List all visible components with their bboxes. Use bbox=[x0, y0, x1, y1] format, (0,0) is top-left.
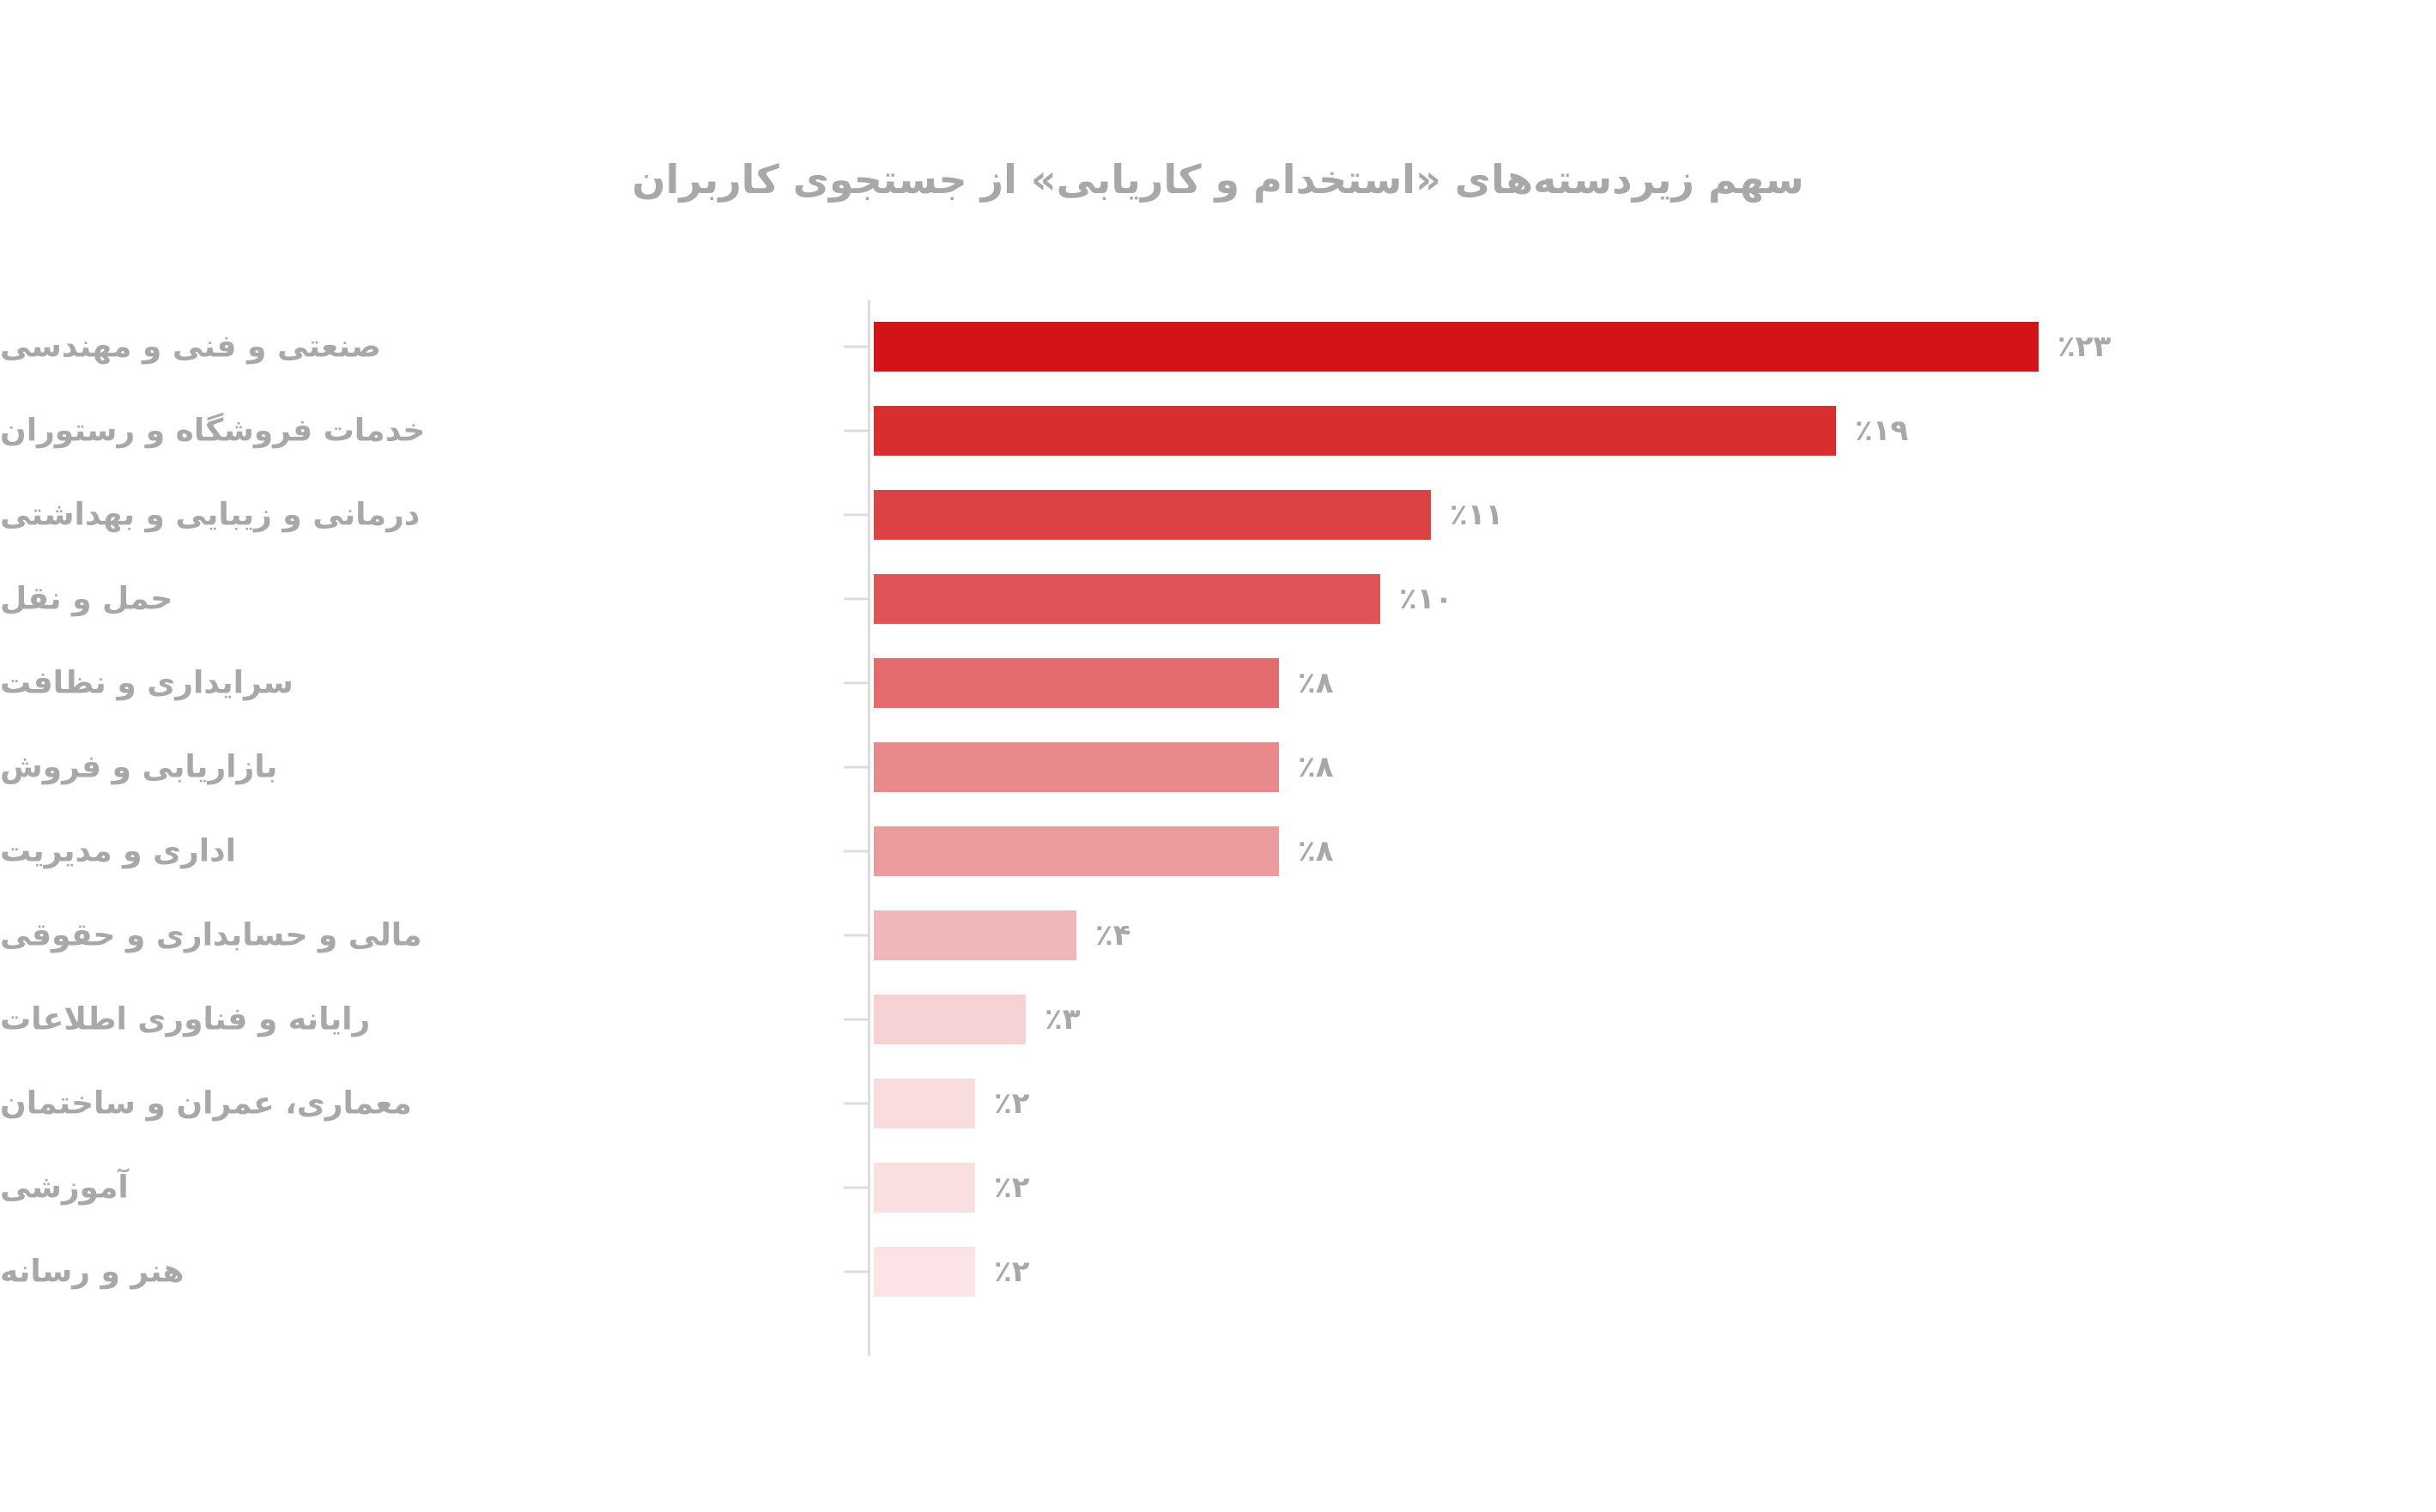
bar-value-label: ٪۸ bbox=[1298, 666, 1334, 700]
page-title: سهم زیردسته‌های «استخدام و کاریابی» از ج… bbox=[632, 156, 1804, 203]
category-label: صنعتی و فنی و مهندسی bbox=[0, 329, 381, 365]
bar-row[interactable]: مالی و حسابداری و حقوقی ٪۴ bbox=[0, 893, 2436, 977]
category-label: بازاریابی و فروش bbox=[0, 749, 278, 785]
bar-row[interactable]: خدمات فروشگاه و رستوران ٪۱۹ bbox=[0, 389, 2436, 473]
bar-value-label: ٪۳ bbox=[1045, 1002, 1081, 1037]
bar-value-label: ٪۱۱ bbox=[1450, 498, 1504, 532]
axis-tick-mark bbox=[844, 765, 868, 769]
bar-track: ٪۱۱ bbox=[874, 490, 2384, 540]
bar-row[interactable]: آموزشی ٪۲ bbox=[0, 1146, 2436, 1230]
bar-fill[interactable] bbox=[874, 1247, 975, 1297]
bar-track: ٪۸ bbox=[874, 826, 2384, 876]
category-label: اداری و مدیریت bbox=[0, 833, 236, 869]
bar-value-label: ٪۸ bbox=[1298, 834, 1334, 868]
bar-fill[interactable] bbox=[874, 1163, 975, 1213]
axis-tick-mark bbox=[844, 513, 868, 517]
category-label: هنر و رسانه bbox=[0, 1254, 185, 1290]
category-label: خدمات فروشگاه و رستوران bbox=[0, 413, 426, 449]
bar-fill[interactable] bbox=[874, 406, 1836, 456]
bar-fill[interactable] bbox=[874, 490, 1431, 540]
axis-tick-mark bbox=[844, 345, 868, 348]
bar-track: ٪۳ bbox=[874, 995, 2384, 1044]
bar-track: ٪۲۳ bbox=[874, 322, 2384, 372]
bar-fill[interactable] bbox=[874, 322, 2039, 372]
bar-fill[interactable] bbox=[874, 658, 1279, 708]
axis-tick-mark bbox=[844, 934, 868, 937]
bar-fill[interactable] bbox=[874, 995, 1026, 1044]
axis-tick-mark bbox=[844, 681, 868, 685]
bar-track: ٪۲ bbox=[874, 1247, 2384, 1297]
plot-area: صنعتی و فنی و مهندسی ٪۲۳ خدمات فروشگاه و ر… bbox=[0, 292, 2436, 1356]
category-label: حمل و نقل bbox=[0, 581, 173, 617]
bar-row[interactable]: درمانی و زیبایی و بهداشتی ٪۱۱ bbox=[0, 473, 2436, 557]
axis-tick-mark bbox=[844, 1018, 868, 1021]
category-label: معماری، عمران و ساختمان bbox=[0, 1086, 412, 1122]
bar-track: ٪۸ bbox=[874, 658, 2384, 708]
axis-tick-mark bbox=[844, 1186, 868, 1189]
axis-tick-mark bbox=[844, 597, 868, 601]
bar-row[interactable]: حمل و نقل ٪۱۰ bbox=[0, 557, 2436, 641]
category-axis-spine bbox=[868, 300, 870, 1356]
bar-row[interactable]: سرایداری و نظافت ٪۸ bbox=[0, 641, 2436, 725]
bar-value-label: ٪۲ bbox=[994, 1255, 1030, 1289]
bar-row[interactable]: صنعتی و فنی و مهندسی ٪۲۳ bbox=[0, 305, 2436, 389]
bar-row[interactable]: معماری، عمران و ساختمان ٪۲ bbox=[0, 1061, 2436, 1146]
bar-fill[interactable] bbox=[874, 742, 1279, 792]
bar-value-label: ٪۲ bbox=[994, 1170, 1030, 1205]
axis-tick-mark bbox=[844, 1270, 868, 1273]
bar-value-label: ٪۲ bbox=[994, 1086, 1030, 1121]
bar-track: ٪۱۹ bbox=[874, 406, 2384, 456]
category-label: درمانی و زیبایی و بهداشتی bbox=[0, 497, 421, 533]
axis-tick-mark bbox=[844, 1102, 868, 1105]
bar-value-label: ٪۱۹ bbox=[1855, 414, 1909, 448]
bar-row[interactable]: هنر و رسانه ٪۲ bbox=[0, 1230, 2436, 1314]
bar-track: ٪۱۰ bbox=[874, 574, 2384, 624]
bar-fill[interactable] bbox=[874, 1079, 975, 1128]
axis-tick-mark bbox=[844, 850, 868, 853]
bar-row[interactable]: اداری و مدیریت ٪۸ bbox=[0, 809, 2436, 893]
bar-value-label: ٪۸ bbox=[1298, 750, 1334, 784]
axis-tick-mark bbox=[844, 429, 868, 432]
bar-track: ٪۸ bbox=[874, 742, 2384, 792]
bar-value-label: ٪۱۰ bbox=[1399, 582, 1453, 616]
category-label: آموزشی bbox=[0, 1170, 129, 1206]
bar-row[interactable]: رایانه و فناوری اطلاعات ٪۳ bbox=[0, 977, 2436, 1061]
bar-track: ٪۲ bbox=[874, 1163, 2384, 1213]
category-label: رایانه و فناوری اطلاعات bbox=[0, 1001, 371, 1037]
category-label: مالی و حسابداری و حقوقی bbox=[0, 917, 422, 953]
bar-track: ٪۲ bbox=[874, 1079, 2384, 1128]
bar-fill[interactable] bbox=[874, 574, 1380, 624]
category-label: سرایداری و نظافت bbox=[0, 665, 294, 701]
bar-value-label: ٪۲۳ bbox=[2057, 330, 2112, 364]
bar-value-label: ٪۴ bbox=[1095, 918, 1131, 953]
bar-track: ٪۴ bbox=[874, 910, 2384, 960]
bar-fill[interactable] bbox=[874, 910, 1076, 960]
bar-row[interactable]: بازاریابی و فروش ٪۸ bbox=[0, 725, 2436, 809]
bar-fill[interactable] bbox=[874, 826, 1279, 876]
